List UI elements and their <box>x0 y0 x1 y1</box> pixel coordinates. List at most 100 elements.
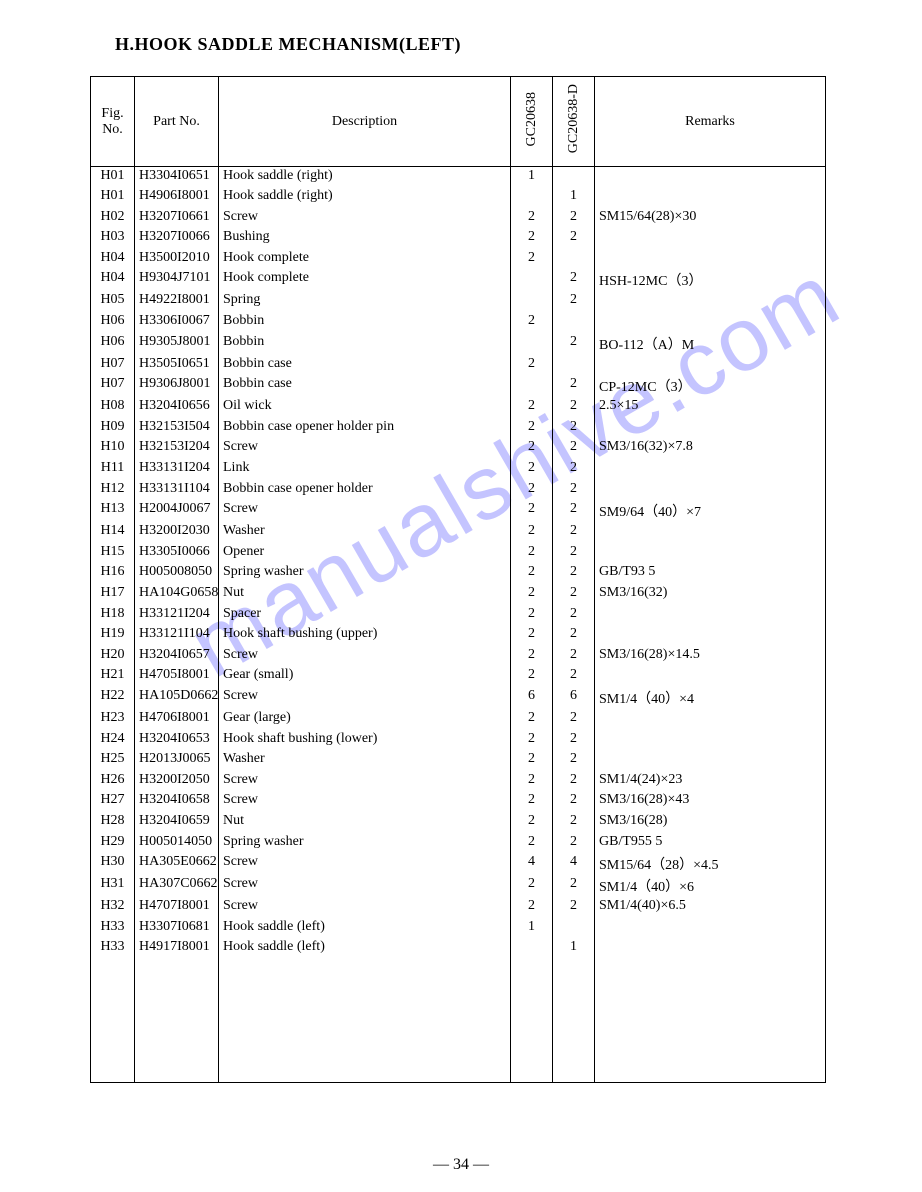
cell-fig: H20 <box>91 646 135 667</box>
cell-q1 <box>511 375 553 397</box>
cell-blank <box>135 980 219 1001</box>
cell-part: H3204I0659 <box>135 812 219 833</box>
cell-part: H4706I8001 <box>135 709 219 730</box>
cell-blank <box>135 1000 219 1021</box>
cell-desc: Screw <box>219 208 511 229</box>
table-row: H26H3200I2050Screw22SM1/4(24)×23 <box>91 771 826 792</box>
cell-blank <box>595 980 826 1001</box>
cell-q2: 2 <box>553 543 595 564</box>
cell-rem: HSH-12MC（3） <box>595 269 826 291</box>
cell-q1: 2 <box>511 249 553 270</box>
cell-q2: 2 <box>553 480 595 501</box>
table-row: H16H005008050Spring washer22GB/T93 5 <box>91 563 826 584</box>
cell-desc: Screw <box>219 646 511 667</box>
cell-desc: Bobbin case opener holder <box>219 480 511 501</box>
cell-q1: 2 <box>511 563 553 584</box>
cell-part: H33131I204 <box>135 459 219 480</box>
table-row: H01H3304I0651Hook saddle (right)1 <box>91 167 826 188</box>
cell-desc: Bobbin case <box>219 375 511 397</box>
cell-fig: H26 <box>91 771 135 792</box>
cell-part: H3207I0661 <box>135 208 219 229</box>
cell-q1 <box>511 187 553 208</box>
cell-desc: Oil wick <box>219 397 511 418</box>
table-row: H04H9304J7101Hook complete2HSH-12MC（3） <box>91 269 826 291</box>
table-row: H19H33121I104Hook shaft bushing (upper)2… <box>91 625 826 646</box>
cell-fig: H30 <box>91 853 135 875</box>
cell-part: H3207I0066 <box>135 228 219 249</box>
cell-part: H2013J0065 <box>135 750 219 771</box>
cell-blank <box>511 1062 553 1083</box>
cell-q1: 2 <box>511 646 553 667</box>
cell-fig: H04 <box>91 269 135 291</box>
cell-fig: H32 <box>91 897 135 918</box>
cell-q1: 2 <box>511 480 553 501</box>
table-row: H33H3307I0681Hook saddle (left)1 <box>91 918 826 939</box>
cell-part: H33131I104 <box>135 480 219 501</box>
table-row-blank <box>91 980 826 1001</box>
cell-rem: SM3/16(28)×14.5 <box>595 646 826 667</box>
parts-table: Fig.No. Part No. Description GC20638 GC2… <box>90 76 826 1083</box>
cell-desc: Washer <box>219 750 511 771</box>
cell-q1: 2 <box>511 500 553 522</box>
cell-blank <box>135 1062 219 1083</box>
cell-fig: H31 <box>91 875 135 897</box>
table-row: H31HA307C0662Screw22SM1/4（40）×6 <box>91 875 826 897</box>
cell-q2: 2 <box>553 522 595 543</box>
cell-blank <box>511 1000 553 1021</box>
cell-blank <box>91 959 135 980</box>
cell-q1: 2 <box>511 438 553 459</box>
cell-blank <box>511 1041 553 1062</box>
cell-blank <box>91 1000 135 1021</box>
cell-q2: 2 <box>553 438 595 459</box>
cell-q2: 2 <box>553 646 595 667</box>
cell-desc: Hook saddle (right) <box>219 187 511 208</box>
cell-fig: H13 <box>91 500 135 522</box>
cell-blank <box>511 1021 553 1042</box>
cell-blank <box>219 980 511 1001</box>
cell-part: H3505I0651 <box>135 355 219 376</box>
table-row: H18H33121I204Spacer22 <box>91 605 826 626</box>
cell-q2: 2 <box>553 666 595 687</box>
page-number: — 34 — <box>0 1156 922 1174</box>
cell-rem: CP-12MC（3） <box>595 375 826 397</box>
table-row: H22HA105D0662Screw66SM1/4（40）×4 <box>91 687 826 709</box>
cell-blank <box>511 959 553 980</box>
cell-q2: 1 <box>553 187 595 208</box>
cell-fig: H22 <box>91 687 135 709</box>
cell-fig: H12 <box>91 480 135 501</box>
cell-rem: SM9/64（40）×7 <box>595 500 826 522</box>
cell-desc: Spacer <box>219 605 511 626</box>
cell-rem <box>595 459 826 480</box>
cell-q2: 2 <box>553 418 595 439</box>
cell-part: H4917I8001 <box>135 938 219 959</box>
cell-part: HA305E0662 <box>135 853 219 875</box>
cell-fig: H10 <box>91 438 135 459</box>
cell-fig: H14 <box>91 522 135 543</box>
cell-part: H3500I2010 <box>135 249 219 270</box>
header-row: Fig.No. Part No. Description GC20638 GC2… <box>91 77 826 167</box>
cell-part: H005014050 <box>135 833 219 854</box>
table-row: H06H3306I0067Bobbin2 <box>91 312 826 333</box>
cell-fig: H17 <box>91 584 135 605</box>
table-row: H01H4906I8001Hook saddle (right)1 <box>91 187 826 208</box>
cell-q1: 2 <box>511 312 553 333</box>
table-row: H10H32153I204Screw22SM3/16(32)×7.8 <box>91 438 826 459</box>
cell-rem <box>595 625 826 646</box>
cell-fig: H24 <box>91 730 135 751</box>
cell-fig: H21 <box>91 666 135 687</box>
cell-part: H3204I0657 <box>135 646 219 667</box>
cell-desc: Bobbin case <box>219 355 511 376</box>
cell-desc: Link <box>219 459 511 480</box>
table-row: H06H9305J8001Bobbin2BO-112（A）M <box>91 333 826 355</box>
cell-fig: H01 <box>91 187 135 208</box>
cell-desc: Gear (large) <box>219 709 511 730</box>
cell-blank <box>553 1000 595 1021</box>
cell-desc: Screw <box>219 500 511 522</box>
cell-desc: Washer <box>219 522 511 543</box>
cell-q1: 4 <box>511 853 553 875</box>
cell-fig: H27 <box>91 791 135 812</box>
cell-rem: GB/T93 5 <box>595 563 826 584</box>
cell-q1: 2 <box>511 418 553 439</box>
cell-part: H3204I0658 <box>135 791 219 812</box>
cell-desc: Hook shaft bushing (upper) <box>219 625 511 646</box>
